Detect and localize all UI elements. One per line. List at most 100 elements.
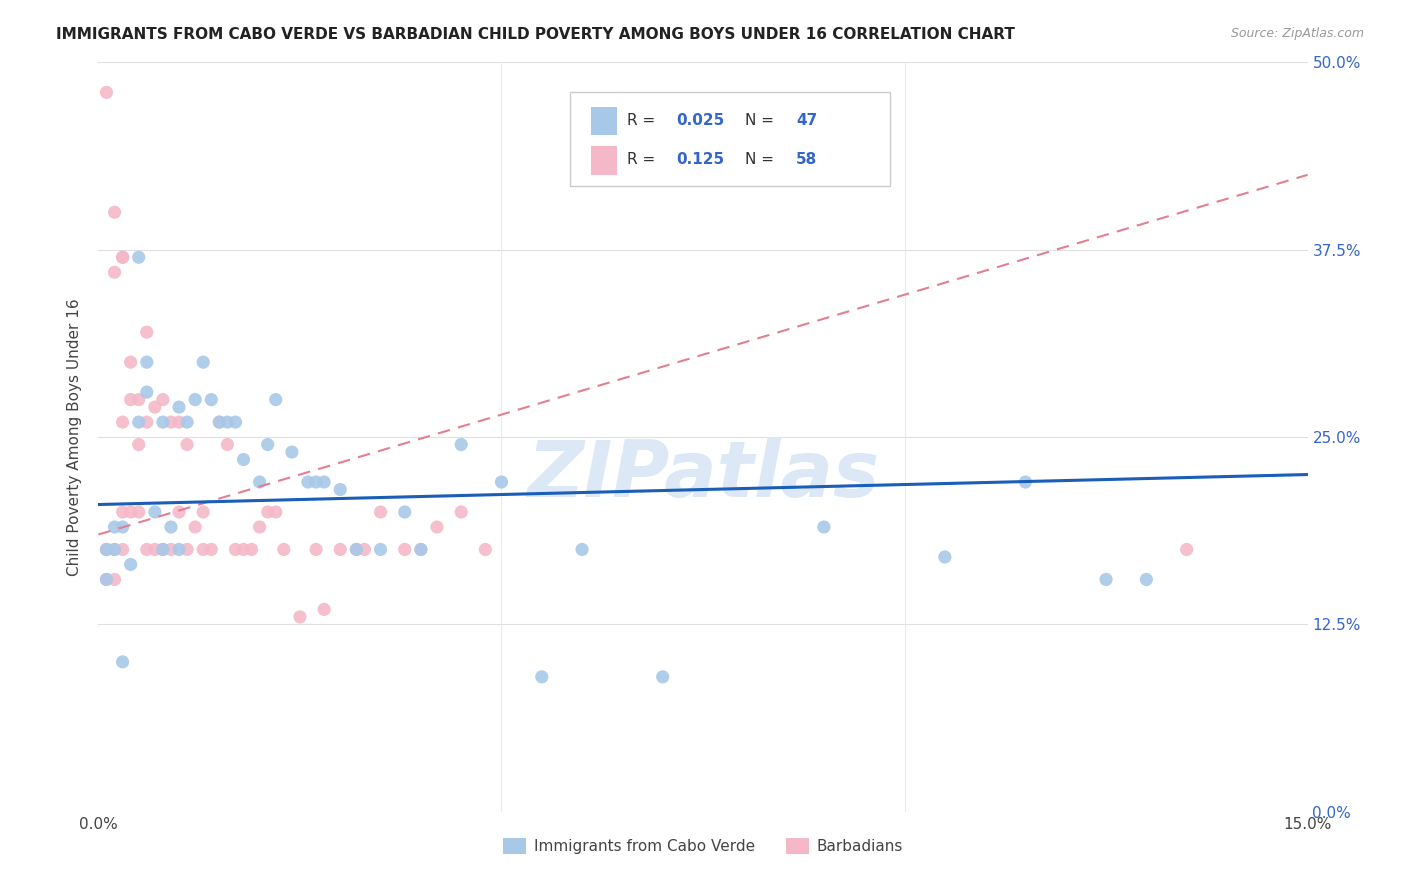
Point [111, 520, 134, 534]
Point [249, 475, 271, 489]
Point [200, 392, 222, 407]
Point [111, 505, 134, 519]
Point [370, 542, 392, 557]
Legend: Immigrants from Cabo Verde, Barbadians: Immigrants from Cabo Verde, Barbadians [498, 832, 908, 860]
Point [167, 505, 190, 519]
Point [329, 542, 352, 557]
Point [1175, 542, 1198, 557]
Y-axis label: Child Poverty Among Boys Under 16: Child Poverty Among Boys Under 16 [67, 298, 83, 576]
Point [184, 392, 207, 407]
Point [135, 542, 157, 557]
Point [120, 558, 142, 572]
Point [200, 542, 222, 557]
Point [305, 542, 328, 557]
Point [474, 542, 496, 557]
Point [96, 542, 118, 557]
Point [1014, 475, 1036, 489]
Point [96, 542, 118, 557]
Point [256, 505, 278, 519]
Point [217, 437, 239, 451]
Point [152, 542, 174, 557]
Point [128, 415, 150, 429]
Text: R =: R = [627, 153, 659, 168]
Point [135, 385, 157, 400]
Point [370, 505, 392, 519]
Point [232, 452, 254, 467]
Point [344, 542, 367, 557]
Point [193, 542, 215, 557]
Point [152, 542, 174, 557]
Text: Source: ZipAtlas.com: Source: ZipAtlas.com [1230, 27, 1364, 40]
Point [934, 549, 956, 564]
Text: R =: R = [627, 113, 659, 128]
Point [128, 437, 150, 451]
Point [103, 205, 125, 219]
Point [208, 415, 231, 429]
Point [152, 392, 174, 407]
Point [281, 445, 304, 459]
Point [160, 520, 183, 534]
Point [314, 475, 336, 489]
Point [111, 655, 134, 669]
Text: ZIPatlas: ZIPatlas [527, 436, 879, 513]
Point [353, 542, 375, 557]
Point [1135, 573, 1157, 587]
Point [314, 602, 336, 616]
Point [426, 520, 449, 534]
Point [224, 542, 246, 557]
Point [208, 415, 231, 429]
Point [167, 415, 190, 429]
FancyBboxPatch shape [569, 93, 890, 186]
Point [135, 355, 157, 369]
Text: N =: N = [745, 153, 779, 168]
Point [193, 355, 215, 369]
Point [103, 265, 125, 279]
Bar [591, 107, 617, 135]
Text: 0.125: 0.125 [676, 153, 724, 168]
Point [96, 573, 118, 587]
Point [224, 415, 246, 429]
Point [103, 520, 125, 534]
Point [450, 505, 472, 519]
Point [409, 542, 432, 557]
Point [249, 520, 271, 534]
Point [143, 542, 166, 557]
Point [813, 520, 835, 534]
Point [193, 505, 215, 519]
Text: 0.025: 0.025 [676, 113, 724, 128]
Point [450, 437, 472, 451]
Point [160, 542, 183, 557]
Point [103, 542, 125, 557]
Point [184, 520, 207, 534]
Point [120, 355, 142, 369]
Point [135, 415, 157, 429]
Point [1095, 573, 1118, 587]
Point [111, 250, 134, 264]
Point [409, 542, 432, 557]
Point [394, 505, 416, 519]
Point [167, 400, 190, 414]
Point [530, 670, 553, 684]
Point [111, 542, 134, 557]
Text: N =: N = [745, 113, 779, 128]
Point [135, 325, 157, 339]
Point [128, 505, 150, 519]
Point [128, 392, 150, 407]
Text: 47: 47 [796, 113, 817, 128]
Point [103, 542, 125, 557]
Point [96, 573, 118, 587]
Point [167, 542, 190, 557]
Text: IMMIGRANTS FROM CABO VERDE VS BARBADIAN CHILD POVERTY AMONG BOYS UNDER 16 CORREL: IMMIGRANTS FROM CABO VERDE VS BARBADIAN … [56, 27, 1015, 42]
Point [217, 415, 239, 429]
Point [273, 542, 295, 557]
Text: 58: 58 [796, 153, 817, 168]
Point [344, 542, 367, 557]
Point [305, 475, 328, 489]
Point [297, 475, 319, 489]
Point [240, 542, 263, 557]
Point [288, 610, 311, 624]
Point [152, 415, 174, 429]
Point [176, 542, 198, 557]
Point [176, 437, 198, 451]
Point [128, 250, 150, 264]
